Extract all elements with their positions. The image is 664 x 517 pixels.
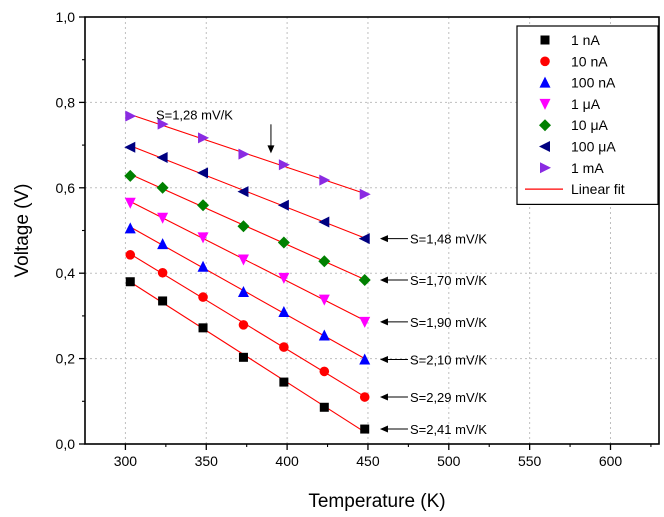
x-tick-label: 600 xyxy=(599,453,623,469)
data-point xyxy=(237,186,248,197)
data-point xyxy=(359,233,370,244)
y-axis-title: Voltage (V) xyxy=(12,184,33,278)
data-point xyxy=(319,175,330,186)
data-point xyxy=(318,255,330,267)
data-point xyxy=(278,273,289,284)
data-point xyxy=(126,277,135,286)
data-point xyxy=(198,132,209,143)
legend-label: Linear fit xyxy=(571,181,625,197)
legend-marker xyxy=(540,57,550,67)
data-point xyxy=(239,353,248,362)
data-point xyxy=(320,367,330,377)
data-point xyxy=(197,199,209,211)
legend-label: 1 nA xyxy=(571,32,600,48)
data-point xyxy=(279,159,290,170)
legend: 1 nA 10 nA 100 nA 1 μA 10 μA 100 μA 1 mA Linear… xyxy=(517,26,658,204)
annotation-arrowhead xyxy=(380,277,388,284)
data-point xyxy=(278,236,290,248)
legend-label: 100 μA xyxy=(571,139,616,155)
legend-marker xyxy=(541,36,550,45)
data-point xyxy=(199,323,208,332)
slope-annotations: S=1,28 mV/K S=1,48 mV/K S=1,70 mV/K S=1,90 … xyxy=(156,107,487,437)
y-tick-label: 0,8 xyxy=(56,94,76,110)
x-tick-label: 450 xyxy=(356,453,380,469)
data-point xyxy=(359,317,370,328)
data-point xyxy=(157,238,168,249)
x-tick-label: 350 xyxy=(195,453,219,469)
data-point xyxy=(319,295,330,306)
data-point xyxy=(124,170,136,182)
data-point xyxy=(157,152,168,163)
data-point xyxy=(279,342,289,352)
data-point xyxy=(125,250,135,260)
data-point xyxy=(158,296,167,305)
annotation-label: S=2,41 mV/K xyxy=(410,422,487,437)
data-point xyxy=(279,378,288,387)
x-tick-label: 400 xyxy=(275,453,299,469)
data-point xyxy=(237,220,249,232)
data-point xyxy=(125,111,136,122)
annotation-label: S=2,29 mV/K xyxy=(410,390,487,405)
data-point xyxy=(125,222,136,233)
annotation-label: S=2,10 mV/K xyxy=(410,352,487,367)
annotation-label: S=1,90 mV/K xyxy=(410,315,487,330)
annotation-arrowhead xyxy=(380,356,388,363)
data-point xyxy=(124,142,135,153)
data-point xyxy=(198,232,209,243)
y-tick-label: 0,0 xyxy=(56,436,76,452)
y-tick-label: 1,0 xyxy=(56,9,76,25)
x-axis-title: Temperature (K) xyxy=(308,491,445,512)
data-point xyxy=(278,200,289,211)
annotation-arrowhead xyxy=(380,426,388,433)
data-point xyxy=(320,403,329,412)
annotation-arrowhead xyxy=(267,145,274,153)
data-point xyxy=(158,268,168,278)
legend-label: 100 nA xyxy=(571,75,616,91)
annotation-label: S=1,28 mV/K xyxy=(156,107,233,122)
data-point xyxy=(360,425,369,434)
annotation-label: S=1,48 mV/K xyxy=(410,232,487,247)
data-point xyxy=(157,213,168,224)
legend-label: 1 μA xyxy=(571,96,601,112)
y-tick-label: 0,4 xyxy=(56,265,76,281)
x-tick-label: 550 xyxy=(518,453,542,469)
legend-label: 1 mA xyxy=(571,160,604,176)
data-point xyxy=(239,320,249,330)
annotation-arrowhead xyxy=(380,394,388,401)
data-point xyxy=(318,216,329,227)
data-point xyxy=(319,330,330,341)
data-point xyxy=(359,274,371,286)
data-point xyxy=(197,167,208,178)
data-point xyxy=(360,189,371,200)
annotation-label: S=1,70 mV/K xyxy=(410,273,487,288)
data-point xyxy=(238,255,249,266)
legend-label: 10 μA xyxy=(571,117,609,133)
y-tick-label: 0,2 xyxy=(56,351,76,367)
x-tick-label: 300 xyxy=(114,453,138,469)
y-tick-label: 0,6 xyxy=(56,180,76,196)
legend-label: 10 nA xyxy=(571,53,608,69)
data-point xyxy=(198,292,208,302)
data-markers xyxy=(124,111,370,434)
annotation-arrowhead xyxy=(380,235,388,242)
data-point xyxy=(157,182,169,194)
annotation-arrowhead xyxy=(380,318,388,325)
data-point xyxy=(238,149,249,160)
x-tick-label: 500 xyxy=(437,453,461,469)
data-point xyxy=(238,286,249,297)
data-point xyxy=(360,392,370,402)
